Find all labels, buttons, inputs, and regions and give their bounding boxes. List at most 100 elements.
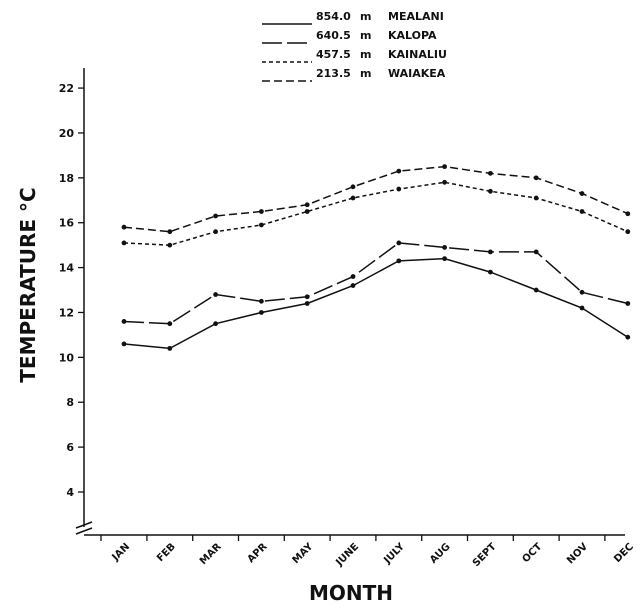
legend-station-name: MEALANI <box>388 10 444 23</box>
x-tick-label-jan: JAN <box>110 541 133 564</box>
legend-elevation: 640.5 <box>316 29 351 42</box>
x-tick-label-oct: OCT <box>521 541 545 565</box>
legend: 854.0 m MEALANI 640.5 m KALOPA 457.5 m KAINALIU 2… <box>262 10 447 82</box>
data-point-waiakea-june <box>350 184 356 190</box>
y-tick-label: 20 <box>59 127 75 140</box>
series-line-waiakea <box>123 165 629 233</box>
data-point-waiakea-apr <box>259 209 264 214</box>
data-point-mealani-apr <box>259 310 264 315</box>
legend-unit: m <box>360 67 371 80</box>
series-line-kainaliu <box>123 181 629 246</box>
data-point-kalopa-may <box>304 294 310 300</box>
y-tick-label: 22 <box>59 82 74 95</box>
series-kalopa <box>121 240 631 327</box>
x-tick-label-aug: AUG <box>428 541 453 566</box>
legend-station-name: KAINALIU <box>388 48 447 61</box>
data-point-waiakea-may <box>304 202 310 208</box>
series-line-kalopa <box>123 242 628 325</box>
legend-item-mealani: 854.0 m MEALANI <box>262 10 444 25</box>
data-point-waiakea-feb <box>167 229 173 235</box>
y-axis-title: TEMPERATURE °C <box>16 187 40 382</box>
data-point-kalopa-oct <box>533 249 539 255</box>
data-point-waiakea-nov <box>579 191 585 196</box>
data-point-kalopa-june <box>350 274 356 279</box>
x-tick-label-june: JUNE <box>334 541 362 569</box>
legend-station-name: WAIAKEA <box>388 67 446 80</box>
data-point-waiakea-dec <box>625 211 631 217</box>
series-waiakea <box>121 164 631 235</box>
data-point-kainaliu-mar <box>213 229 219 235</box>
x-axis-title: MONTH <box>309 581 393 605</box>
data-point-mealani-aug <box>442 256 447 262</box>
legend-item-waiakea: 213.5 m WAIAKEA <box>262 67 446 82</box>
data-point-kalopa-july <box>396 240 402 246</box>
y-tick-label: 16 <box>59 217 75 230</box>
x-tick-label-sept: SEPT <box>471 541 499 569</box>
legend-elevation: 213.5 <box>316 67 351 80</box>
data-point-kalopa-sept <box>488 249 493 255</box>
legend-item-kainaliu: 457.5 m KAINALIU <box>262 48 447 63</box>
x-tick-label-feb: FEB <box>155 541 178 564</box>
axis-break-mark <box>75 521 93 535</box>
data-point-kainaliu-nov <box>579 209 585 214</box>
y-ticks: 4 6 8 10 12 14 16 18 20 22 <box>59 82 84 499</box>
data-point-kalopa-nov <box>579 289 585 295</box>
series-mealani <box>121 256 631 351</box>
data-point-kalopa-feb <box>167 321 173 327</box>
data-point-kainaliu-june <box>350 195 356 201</box>
data-point-kainaliu-sept <box>488 188 493 194</box>
x-ticks: JAN FEB MAR APR MAY JUNE JULY AUG SEPT OCT NOV DEC <box>100 535 636 569</box>
legend-unit: m <box>360 29 371 42</box>
data-point-kainaliu-jan <box>121 240 127 246</box>
x-tick-label-mar: MAR <box>198 541 224 567</box>
series-lines <box>121 164 631 351</box>
data-point-mealani-mar <box>213 321 219 327</box>
data-point-kainaliu-oct <box>533 195 539 201</box>
data-point-mealani-feb <box>167 345 173 351</box>
data-point-kainaliu-dec <box>625 229 631 235</box>
data-point-waiakea-sept <box>488 170 493 176</box>
x-tick-label-nov: NOV <box>565 541 590 566</box>
x-tick-label-apr: APR <box>246 541 270 565</box>
data-point-mealani-dec <box>625 334 631 340</box>
x-tick-label-july: JULY <box>382 541 408 567</box>
legend-unit: m <box>360 10 371 23</box>
legend-elevation: 457.5 <box>316 48 351 61</box>
data-point-kainaliu-apr <box>259 222 264 228</box>
y-tick-label: 18 <box>59 172 74 185</box>
x-tick-label-dec: DEC <box>612 541 636 565</box>
data-point-mealani-nov <box>579 305 585 311</box>
series-line-mealani <box>123 257 629 350</box>
y-tick-label: 6 <box>66 441 74 454</box>
y-tick-label: 8 <box>66 396 74 409</box>
legend-station-name: KALOPA <box>388 29 437 42</box>
legend-unit: m <box>360 48 371 61</box>
legend-item-kalopa: 640.5 m KALOPA <box>262 29 437 44</box>
y-tick-label: 14 <box>59 262 75 275</box>
data-point-kainaliu-feb <box>167 242 173 248</box>
data-point-waiakea-july <box>396 168 402 174</box>
y-tick-label: 10 <box>59 351 75 364</box>
data-point-kalopa-dec <box>625 301 631 306</box>
data-point-waiakea-oct <box>533 175 539 181</box>
data-point-kalopa-aug <box>442 245 447 250</box>
data-point-mealani-may <box>304 301 310 306</box>
x-tick-label-may: MAY <box>291 541 316 566</box>
legend-elevation: 854.0 <box>316 10 351 23</box>
data-point-kainaliu-aug <box>442 179 447 185</box>
axes <box>75 68 625 536</box>
data-point-mealani-june <box>350 283 356 288</box>
data-point-mealani-sept <box>488 269 493 275</box>
data-point-waiakea-mar <box>213 213 219 219</box>
data-point-waiakea-jan <box>121 224 127 230</box>
y-tick-label: 4 <box>66 486 74 499</box>
data-point-kainaliu-july <box>396 186 402 192</box>
data-point-mealani-oct <box>533 287 539 293</box>
data-point-kalopa-jan <box>121 319 127 324</box>
data-point-mealani-july <box>396 258 402 264</box>
data-point-kalopa-apr <box>259 298 264 304</box>
series-kainaliu <box>121 179 631 248</box>
data-point-kalopa-mar <box>213 292 219 297</box>
data-point-mealani-jan <box>121 341 127 347</box>
